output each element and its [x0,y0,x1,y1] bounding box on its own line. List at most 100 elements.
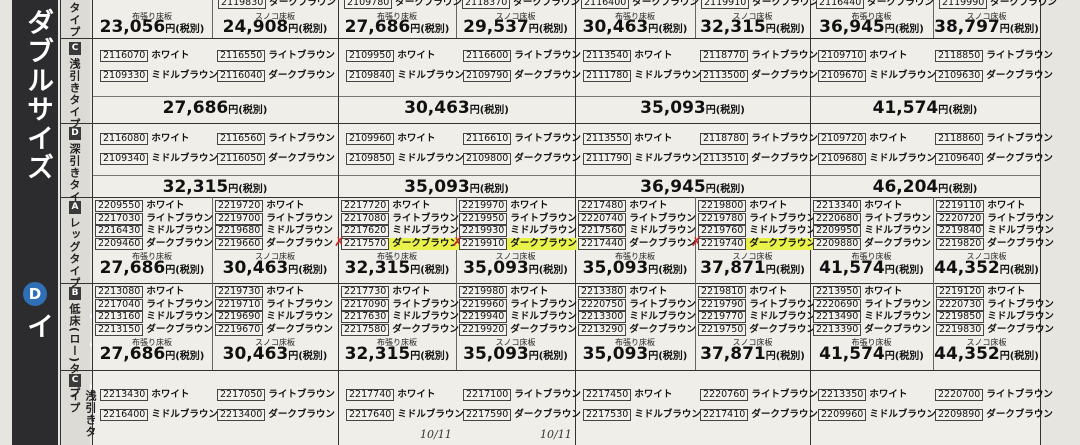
product-code: 2213400 [217,409,266,421]
color-name: ホワイト [629,286,668,297]
price-unit: 円(税別) [165,265,205,276]
product-code: 2216400 [100,409,149,421]
color-name: ライトブラウン [864,298,931,310]
color-name: ホワイト [266,286,305,297]
color-name: ホワイト [869,389,908,400]
price: 35,093円(税別) [575,98,810,118]
color-name: ホワイト [510,286,549,297]
product-code: 2113550 [583,133,632,145]
price: 36,945円(税別) [575,177,810,197]
color-name: ダークブラウン [395,0,462,8]
product-item: 2220760 ライトブラウン [700,389,818,401]
color-name: ミドルブラウン [510,311,577,322]
product-code: 2118370 [462,0,511,9]
product-item: 2219700 ライトブラウン [215,212,333,225]
type-label: 浅引きタイプ [68,58,81,130]
side-band [12,0,58,445]
col-line [575,0,576,445]
price-unit: 円(税別) [999,24,1039,35]
product-code: 2217080 [341,212,390,225]
price-amount: 27,686 [344,17,411,37]
product-code: 2219660 [215,237,264,250]
row-line [60,197,1040,198]
row-line [60,370,1040,371]
product-code: 2109330 [100,70,149,82]
color-name: ダークブラウン [514,70,581,81]
product-item: 2219740 ダークブラウン [698,237,816,250]
color-name: ダークブラウン [987,323,1054,335]
price-unit: 円(税別) [528,351,568,362]
product-item: 2219780 ライトブラウン [698,212,816,225]
floor-label: 布張り床板 [615,338,655,347]
type-label: 浅引きタイプ [68,390,97,438]
product-code: 2116040 [217,70,266,82]
price: 27,686円(税別) [338,17,456,37]
product-code: 2118850 [935,50,984,62]
product-code: 2219850 [936,311,985,323]
product-code: 2220740 [578,212,627,225]
color-name: ライトブラウン [986,50,1053,61]
color-name: ミドルブラウン [392,311,459,322]
product-code: 2118860 [935,133,984,145]
sub-col-line [212,0,213,38]
price: 35,093円(税別) [456,258,575,278]
sub-col-line [695,197,696,370]
hand-mark: ✗ [334,235,345,250]
color-name: ライトブラウン [268,50,335,61]
price: 29,537円(税別) [456,17,575,37]
color-name: ミドルブラウン [151,70,218,81]
price-amount: 36,945 [640,177,706,197]
price: 32,315円(税別) [338,258,456,278]
floor-label: 布張り床板 [851,12,892,21]
product-code: 2217730 [341,286,390,298]
product-item: 2219920 ダークブラウン [459,323,577,336]
product-item: 2209960 ミドルブラウン [818,409,936,421]
product-code: 2219970 [459,200,508,212]
color-name: ミドルブラウン [634,70,701,81]
product-item: 2213300 ミドルブラウン [578,311,696,323]
product-item: 2219760 ミドルブラウン [698,225,816,237]
product-code: 2217640 [346,409,395,421]
product-code: 2109680 [818,153,867,165]
price-amount: 37,871 [700,344,766,364]
color-name: ダークブラウン [146,323,213,335]
price-unit: 円(税別) [469,105,509,116]
floor-label: 布張り床板 [615,252,655,261]
product-item: 2109630 ダークブラウン [935,70,1053,82]
product-item: 2119910 ダークブラウン [701,0,819,9]
price-amount: 30,463 [404,98,470,118]
color-name: ダークブラウン [629,237,696,249]
product-code: 2213950 [813,286,862,298]
price-amount: 27,686 [162,98,229,118]
col-line [810,0,811,445]
floor-label: スノコ床板 [495,12,536,21]
color-name: ライトブラウン [268,389,335,400]
price: 27,686円(税別) [92,98,338,118]
product-item: 2219800 ホワイト [698,200,787,212]
color-name: ホワイト [146,200,185,211]
price-unit: 円(税別) [884,265,924,276]
row-line [60,283,1040,284]
product-code: 2219740 [698,237,747,250]
product-item: 2116400 ダークブラウン [581,0,699,9]
color-name: ライトブラウン [986,133,1053,144]
price-unit: 円(税別) [288,24,328,35]
color-name: ライトブラウン [986,389,1053,400]
price-unit: 円(税別) [999,351,1039,362]
product-code: 2220720 [936,212,985,225]
product-code: 2219730 [215,286,264,298]
sub-col-line [456,0,457,38]
product-item: 2216400 ミドルブラウン [100,409,218,421]
color-name: ミドルブラウン [151,153,218,164]
product-code: 2217450 [583,389,632,401]
price: 41,574円(税別) [810,344,933,364]
floor-label: スノコ床板 [966,12,1007,21]
color-name: ダークブラウン [268,70,335,81]
price-amount: 27,686 [99,258,166,278]
floor-label: 布張り床板 [132,12,172,21]
product-item: 2217580 ダークブラウン [341,323,459,336]
sub-col-line [212,197,213,370]
color-name: ライトブラウン [751,133,818,144]
product-item: 2219770 ミドルブラウン [698,311,816,323]
product-code: 2217560 [578,225,627,237]
